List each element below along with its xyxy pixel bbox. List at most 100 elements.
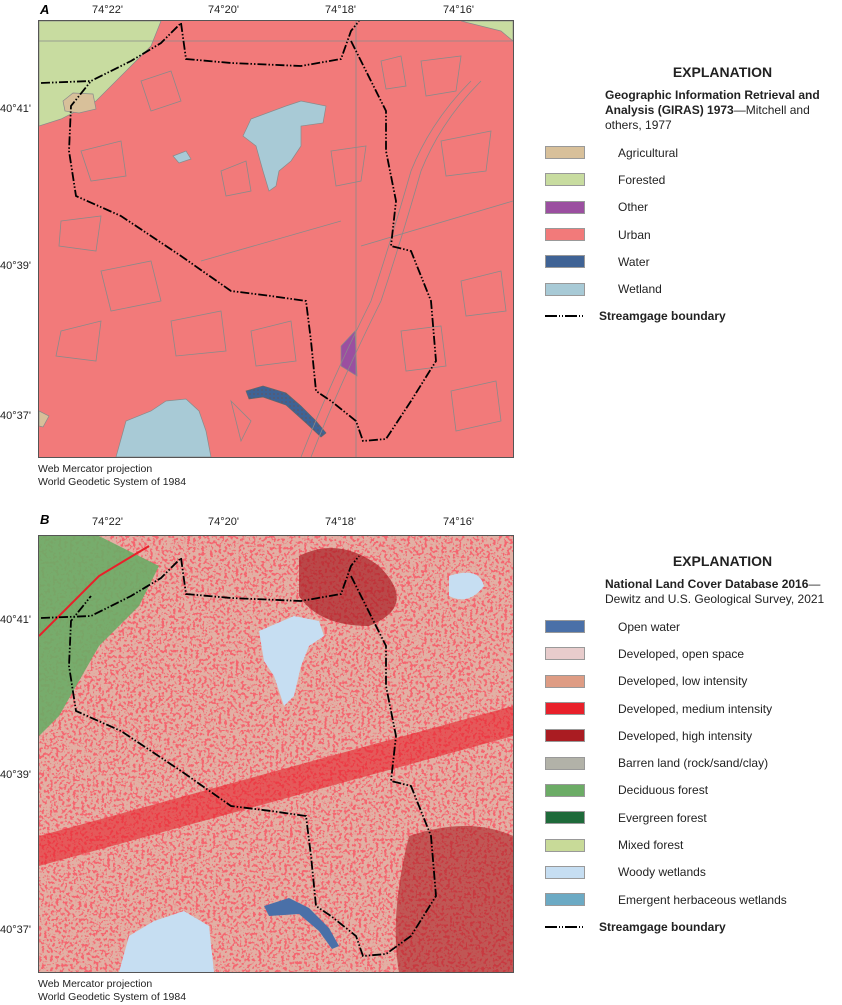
projection-text: Web Mercator projection <box>38 463 153 475</box>
panel-b-letter: B <box>40 512 50 527</box>
legend-swatch <box>545 702 585 716</box>
legend-label: Urban <box>618 227 651 242</box>
lat-tick: 40°37' <box>0 924 31 936</box>
legend-label: Developed, high intensity <box>618 728 753 743</box>
legend-swatch <box>545 811 585 825</box>
map-b-svg <box>39 536 513 972</box>
legend-label: Streamgage boundary <box>599 309 726 324</box>
lon-tick: 74°16' <box>443 516 474 528</box>
legend-title: EXPLANATION <box>672 553 773 569</box>
deciduous-forest-area <box>39 536 159 736</box>
lon-tick: 74°18' <box>325 516 356 528</box>
wetland-area <box>172 150 192 164</box>
legend-label: Open water <box>618 619 681 634</box>
legend-source-citation: —Dewitz and U.S. Geological Survey, 2021 <box>605 577 825 606</box>
projection-text: Web Mercator projection <box>38 978 153 990</box>
lat-tick: 40°41' <box>0 103 31 115</box>
legend-source-title: Geographic Information Retrieval and Ana… <box>605 88 820 117</box>
legend-swatch <box>545 146 585 160</box>
boundary-line-swatch <box>545 925 585 928</box>
legend-source: National Land Cover Database 2016—Dewitz… <box>605 577 842 607</box>
legend-items: Open water Developed, open space Developed… <box>545 613 840 913</box>
open-water-area <box>264 898 339 949</box>
wetland-area <box>115 398 212 457</box>
lat-tick: 40°39' <box>0 769 31 781</box>
legend-item: Woody wetlands <box>545 859 840 886</box>
developed-corridor <box>39 706 513 866</box>
lon-tick: 74°20' <box>208 4 239 16</box>
legend-item: Urban <box>545 221 840 248</box>
legend-swatch <box>545 282 585 296</box>
legend-source-title: National Land Cover Database 2016 <box>605 577 809 591</box>
legend-swatch <box>545 756 585 770</box>
legend-item: Mixed forest <box>545 831 840 858</box>
map-a-giras-1973 <box>38 20 514 458</box>
legend-item: Developed, open space <box>545 640 840 667</box>
legend-item: Developed, high intensity <box>545 722 840 749</box>
lat-tick: 40°39' <box>0 260 31 272</box>
legend-swatch <box>545 674 585 688</box>
legend-item: Developed, medium intensity <box>545 695 840 722</box>
legend-label: Deciduous forest <box>618 783 709 798</box>
legend-b: EXPLANATION National Land Cover Database… <box>545 553 840 941</box>
legend-swatch <box>545 228 585 242</box>
legend-label: Emergent herbaceous wetlands <box>618 892 787 907</box>
legend-swatch <box>545 173 585 187</box>
legend-swatch <box>545 200 585 214</box>
legend-label: Agricultural <box>618 145 679 160</box>
legend-label: Wetland <box>618 282 662 297</box>
legend-source: Geographic Information Retrieval and Ana… <box>605 88 835 133</box>
forested-area <box>460 21 513 42</box>
legend-source-citation: —Mitchell and others, 1977 <box>605 103 810 132</box>
legend-item: Barren land (rock/sand/clay) <box>545 749 840 776</box>
legend-label: Barren land (rock/sand/clay) <box>618 756 769 771</box>
woody-wetland-area <box>259 616 324 706</box>
panel-a-letter: A <box>40 2 50 17</box>
streamgage-boundary <box>40 555 437 957</box>
lon-tick: 74°16' <box>443 4 474 16</box>
developed-high-area <box>395 826 513 972</box>
legend-label: Mixed forest <box>618 838 684 853</box>
legend-title: EXPLANATION <box>672 64 773 80</box>
legend-label: Forested <box>618 172 666 187</box>
legend-label: Streamgage boundary <box>599 919 726 934</box>
projection-note-a: Web Mercator projection World Geodetic S… <box>38 463 186 489</box>
lon-tick: 74°22' <box>92 516 123 528</box>
lat-tick: 40°37' <box>0 410 31 422</box>
datum-text: World Geodetic System of 1984 <box>38 991 187 1003</box>
map-b-nlcd-2016 <box>38 535 514 973</box>
agricultural-area <box>39 410 50 428</box>
woody-wetland-area <box>119 911 214 972</box>
other-area <box>340 330 358 377</box>
legend-item: Other <box>545 194 840 221</box>
legend-label: Woody wetlands <box>618 865 706 880</box>
legend-swatch <box>545 729 585 743</box>
water-area <box>245 385 327 438</box>
legend-label: Developed, open space <box>618 646 745 661</box>
legend-swatch <box>545 783 585 797</box>
legend-item: Deciduous forest <box>545 777 840 804</box>
legend-label: Developed, medium intensity <box>618 701 773 716</box>
map-a-svg <box>39 21 513 457</box>
legend-swatch <box>545 647 585 661</box>
legend-swatch <box>545 255 585 269</box>
legend-a: EXPLANATION Geographic Information Retri… <box>545 64 840 330</box>
legend-item: Developed, low intensity <box>545 668 840 695</box>
legend-item: Evergreen forest <box>545 804 840 831</box>
legend-label: Other <box>618 200 649 215</box>
lat-tick: 40°41' <box>0 614 31 626</box>
legend-item: Forested <box>545 166 840 193</box>
legend-item: Water <box>545 248 840 275</box>
legend-swatch <box>545 893 585 907</box>
legend-item: Agricultural <box>545 139 840 166</box>
legend-label: Developed, low intensity <box>618 674 748 689</box>
legend-item: Open water <box>545 613 840 640</box>
legend-label: Evergreen forest <box>618 810 707 825</box>
legend-swatch <box>545 865 585 879</box>
legend-item: Emergent herbaceous wetlands <box>545 886 840 913</box>
legend-items: Agricultural Forested Other Urban Water Wetla… <box>545 139 840 303</box>
datum-text: World Geodetic System of 1984 <box>38 476 187 488</box>
legend-label: Water <box>618 254 650 269</box>
developed-high-area <box>299 548 397 626</box>
